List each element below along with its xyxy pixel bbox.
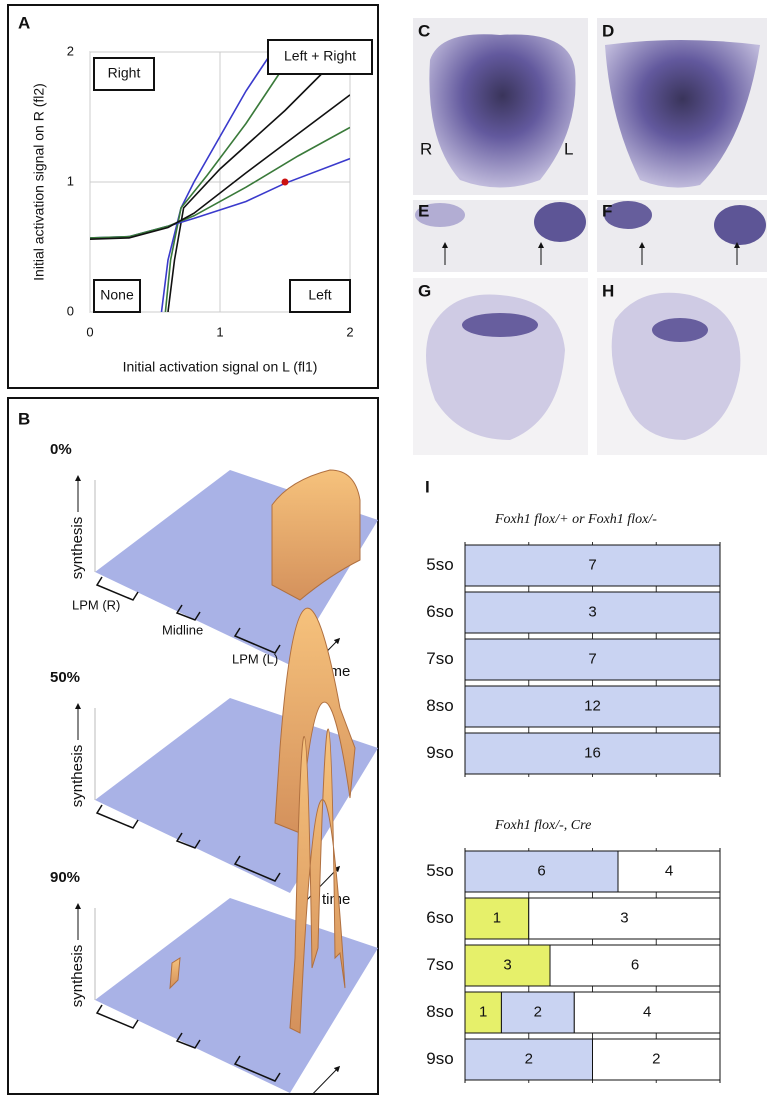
panel-label: I <box>425 477 430 496</box>
percent-label: 90% <box>50 869 80 886</box>
x-label: time <box>322 1091 350 1095</box>
data-label: 2 <box>534 1003 542 1020</box>
y-tick-label: 1 <box>67 173 74 188</box>
data-label: 7 <box>588 650 596 667</box>
y-label: synthesis <box>69 945 86 1008</box>
data-label: 3 <box>503 956 511 973</box>
region-label: Right <box>108 65 141 81</box>
data-label: 1 <box>479 1003 487 1020</box>
y-axis-label: Initial activation signal on R (fl2) <box>31 83 47 281</box>
stain <box>714 205 766 245</box>
region-label: Midline <box>162 622 203 637</box>
stain <box>462 313 538 337</box>
panel-label: G <box>418 281 431 300</box>
data-label: 4 <box>643 1003 651 1020</box>
category-label: 8so <box>426 696 453 715</box>
region-label: None <box>100 287 134 303</box>
panel-label: D <box>602 21 614 40</box>
category-label: 7so <box>426 649 453 668</box>
data-label: 4 <box>665 862 673 879</box>
x-tick-label: 0 <box>86 324 93 339</box>
region-label: LPM (L) <box>232 651 278 666</box>
x-tick-label: 2 <box>346 324 353 339</box>
photos: C D E F G H R L <box>413 18 767 455</box>
panel-label: E <box>418 201 429 220</box>
panel-label: B <box>18 409 30 428</box>
percent-label: 0% <box>50 441 72 458</box>
region-label: Left + Right <box>284 48 356 64</box>
category-label: 7so <box>426 955 453 974</box>
chart-title: Foxh1 flox/-, Cre <box>494 818 591 833</box>
y-tick-label: 0 <box>67 303 74 318</box>
category-label: 5so <box>426 861 453 880</box>
data-label: 2 <box>525 1050 533 1067</box>
stain <box>652 318 708 342</box>
region-label: Left <box>308 287 331 303</box>
data-label: 1 <box>493 909 501 926</box>
page: {"panels": {"a": "A", "b": "B", "c": "C"… <box>0 0 767 1095</box>
figure: A B I C D E F G H R L 012012Initial acti… <box>0 0 767 1095</box>
panel-label: C <box>418 21 430 40</box>
region-label: LPM (R) <box>72 597 120 612</box>
data-label: 6 <box>537 862 545 879</box>
y-label: synthesis <box>69 517 86 580</box>
marker <box>282 179 289 186</box>
data-label: 3 <box>620 909 628 926</box>
y-label: synthesis <box>69 745 86 808</box>
panel-label: A <box>18 13 30 32</box>
x-tick-label: 1 <box>216 324 223 339</box>
category-label: 9so <box>426 1049 453 1068</box>
data-label: 6 <box>631 956 639 973</box>
category-label: 6so <box>426 602 453 621</box>
chart-title: Foxh1 flox/+ or Foxh1 flox/- <box>494 512 657 527</box>
side-label: L <box>564 139 573 158</box>
percent-label: 50% <box>50 669 80 686</box>
x-axis-label: Initial activation signal on L (fl1) <box>123 359 318 375</box>
data-label: 3 <box>588 603 596 620</box>
stain <box>534 202 586 242</box>
category-label: 8so <box>426 1002 453 1021</box>
y-tick-label: 2 <box>67 43 74 58</box>
data-label: 16 <box>584 744 601 761</box>
side-label: R <box>420 139 432 158</box>
data-label: 2 <box>652 1050 660 1067</box>
category-label: 5so <box>426 555 453 574</box>
data-label: 12 <box>584 697 601 714</box>
panel-label: H <box>602 281 614 300</box>
category-label: 6so <box>426 908 453 927</box>
data-label: 7 <box>588 556 596 573</box>
category-label: 9so <box>426 743 453 762</box>
panel-label: F <box>602 201 612 220</box>
